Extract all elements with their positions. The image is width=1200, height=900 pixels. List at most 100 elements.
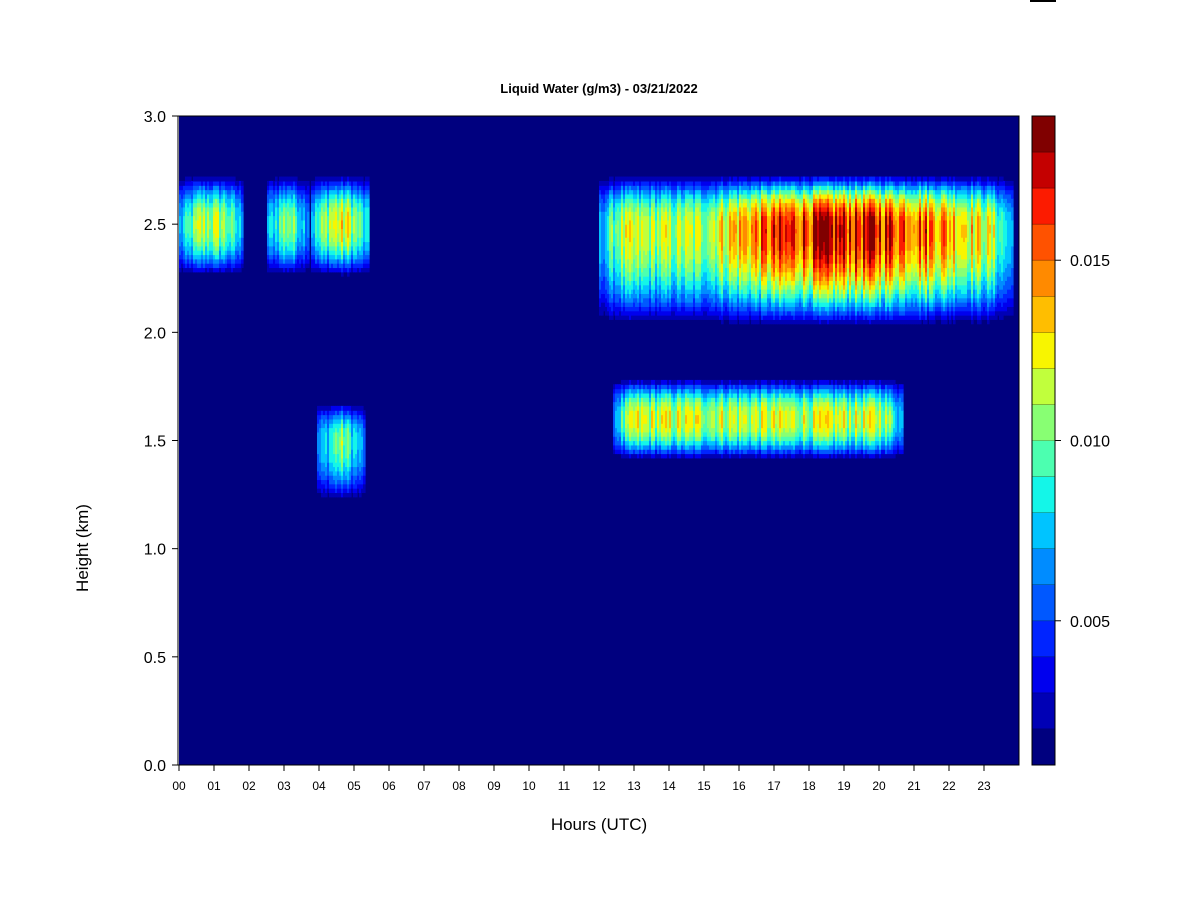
heatmap-cell bbox=[671, 258, 674, 273]
heatmap-cell bbox=[707, 453, 710, 459]
heatmap-cell bbox=[767, 263, 770, 273]
heatmap-cell bbox=[653, 202, 656, 212]
heatmap-cell bbox=[295, 267, 298, 273]
heatmap-cell bbox=[801, 198, 804, 204]
heatmap-cell bbox=[275, 189, 278, 195]
heatmap-cell bbox=[691, 176, 694, 182]
heatmap-cell bbox=[653, 219, 656, 243]
heatmap-cell bbox=[331, 423, 334, 429]
heatmap-cell bbox=[289, 241, 292, 251]
heatmap-cell bbox=[797, 379, 800, 385]
heatmap-cell bbox=[319, 193, 322, 199]
heatmap-cell bbox=[805, 401, 808, 411]
heatmap-cell bbox=[347, 466, 350, 472]
heatmap-cell bbox=[681, 401, 684, 411]
heatmap-cell bbox=[653, 379, 656, 385]
heatmap-cell bbox=[691, 237, 694, 260]
heatmap-cell bbox=[819, 384, 822, 390]
heatmap-cell bbox=[349, 410, 352, 416]
heatmap-cell bbox=[809, 379, 812, 385]
heatmap-cell bbox=[363, 189, 366, 195]
heatmap-cell bbox=[237, 241, 240, 251]
heatmap-cell bbox=[621, 297, 624, 303]
heatmap-cell bbox=[753, 215, 756, 256]
heatmap-cell bbox=[275, 176, 278, 182]
heatmap-cell bbox=[341, 475, 344, 481]
heatmap-cell bbox=[721, 384, 724, 390]
heatmap-cell bbox=[663, 219, 666, 243]
heatmap-cell bbox=[745, 440, 748, 446]
heatmap-cell bbox=[749, 431, 752, 437]
heatmap-cell bbox=[321, 427, 324, 463]
heatmap-cell bbox=[321, 483, 324, 494]
heatmap-cell bbox=[337, 180, 340, 186]
heatmap-cell bbox=[605, 211, 608, 264]
heatmap-cell bbox=[663, 453, 666, 459]
heatmap-cell bbox=[739, 405, 742, 433]
heatmap-cell bbox=[733, 219, 736, 243]
heatmap-cell bbox=[773, 392, 776, 398]
heatmap-cell bbox=[805, 219, 808, 247]
heatmap-cell bbox=[669, 384, 672, 390]
heatmap-cell bbox=[335, 198, 338, 204]
heatmap-cell bbox=[705, 176, 708, 182]
heatmap-cell bbox=[645, 405, 648, 416]
heatmap-cell bbox=[731, 280, 734, 286]
heatmap-cell bbox=[755, 219, 758, 243]
heatmap-cell bbox=[793, 388, 796, 394]
heatmap-cell bbox=[335, 237, 338, 247]
heatmap-cell bbox=[321, 410, 324, 416]
heatmap-cell bbox=[821, 405, 824, 433]
heatmap-cell bbox=[767, 193, 770, 199]
heatmap-cell bbox=[791, 388, 794, 394]
heatmap-cell bbox=[653, 293, 656, 303]
heatmap-cell bbox=[811, 310, 814, 316]
heatmap-cell bbox=[771, 267, 774, 277]
heatmap-cell bbox=[631, 202, 634, 212]
heatmap-cell bbox=[729, 401, 732, 407]
heatmap-cell bbox=[799, 215, 802, 251]
heatmap-cell bbox=[723, 284, 726, 290]
heatmap-cell bbox=[673, 254, 676, 273]
heatmap-cell bbox=[705, 180, 708, 186]
heatmap-cell bbox=[631, 198, 634, 204]
heatmap-cell bbox=[723, 193, 726, 199]
heatmap-cell bbox=[343, 488, 346, 494]
heatmap-cell bbox=[681, 198, 684, 204]
heatmap-cell bbox=[671, 193, 674, 199]
heatmap-cell bbox=[767, 388, 770, 394]
heatmap-cell bbox=[325, 245, 328, 251]
heatmap-cell bbox=[715, 193, 718, 199]
heatmap-cell bbox=[669, 397, 672, 403]
heatmap-cell bbox=[639, 444, 642, 450]
heatmap-cell bbox=[665, 310, 668, 316]
heatmap-cell bbox=[795, 193, 798, 199]
heatmap-cell bbox=[809, 185, 812, 191]
heatmap-cell bbox=[341, 185, 344, 191]
heatmap-cell bbox=[749, 245, 752, 264]
heatmap-cell bbox=[717, 193, 720, 199]
heatmap-cell bbox=[663, 289, 666, 294]
heatmap-cell bbox=[811, 436, 814, 442]
heatmap-cell bbox=[323, 202, 326, 212]
heatmap-cell bbox=[207, 245, 210, 251]
heatmap-cell bbox=[667, 397, 670, 403]
heatmap-cell bbox=[681, 410, 684, 429]
heatmap-cell bbox=[685, 306, 688, 312]
heatmap-cell bbox=[335, 250, 338, 256]
heatmap-cell bbox=[327, 198, 330, 208]
heatmap-cell bbox=[747, 306, 750, 316]
heatmap-cell bbox=[213, 258, 216, 264]
heatmap-cell bbox=[285, 176, 288, 182]
heatmap-cell bbox=[735, 401, 738, 407]
heatmap-cell bbox=[773, 215, 776, 225]
heatmap-cell bbox=[707, 185, 710, 191]
heatmap-cell bbox=[803, 289, 806, 294]
heatmap-cell bbox=[791, 302, 794, 307]
heatmap-cell bbox=[743, 384, 746, 390]
heatmap-cell bbox=[727, 293, 730, 299]
heatmap-cell bbox=[811, 392, 814, 398]
heatmap-cell bbox=[277, 254, 280, 264]
heatmap-cell bbox=[765, 315, 768, 320]
heatmap-cell bbox=[735, 453, 738, 459]
